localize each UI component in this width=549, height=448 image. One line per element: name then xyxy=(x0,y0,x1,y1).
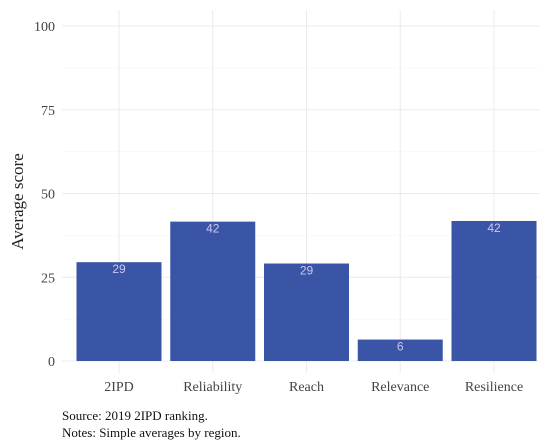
x-tick-label: Reach xyxy=(289,380,324,395)
bar-value-label: 42 xyxy=(487,221,501,235)
y-tick-label: 100 xyxy=(34,20,55,35)
bar-value-label: 29 xyxy=(112,262,126,276)
y-tick-label: 75 xyxy=(41,104,55,119)
x-tick-label: 2IPD xyxy=(104,380,134,395)
bar-2ipd xyxy=(76,262,162,361)
y-tick-label: 25 xyxy=(41,271,55,286)
notes-caption: Notes: Simple averages by region. xyxy=(62,425,241,440)
bar-value-labels: 29 42 29 6 42 xyxy=(112,221,501,354)
bar-reach xyxy=(264,263,349,361)
x-tick-label: Reliability xyxy=(183,380,242,395)
x-tick-label: Resilience xyxy=(465,380,523,395)
source-caption: Source: 2019 2IPD ranking. xyxy=(62,408,208,423)
bar-value-label: 6 xyxy=(397,340,404,354)
x-axis-ticks: 2IPD Reliability Reach Relevance Resilience xyxy=(104,380,523,395)
x-tick-label: Relevance xyxy=(371,380,429,395)
bar-value-label: 42 xyxy=(206,222,220,236)
bar-chart: 29 42 29 6 42 0 25 50 75 100 2IPD Reliability Reac… xyxy=(8,10,540,395)
bar-resilience xyxy=(451,220,537,361)
y-axis-ticks: 0 25 50 75 100 xyxy=(34,20,55,370)
y-tick-label: 0 xyxy=(48,355,55,370)
bar-relevance xyxy=(357,339,443,361)
y-axis-title: Average score xyxy=(8,153,27,249)
bar-reliability xyxy=(170,221,256,361)
bars xyxy=(76,220,537,361)
bar-value-label: 29 xyxy=(300,264,314,278)
y-tick-label: 50 xyxy=(41,188,55,203)
